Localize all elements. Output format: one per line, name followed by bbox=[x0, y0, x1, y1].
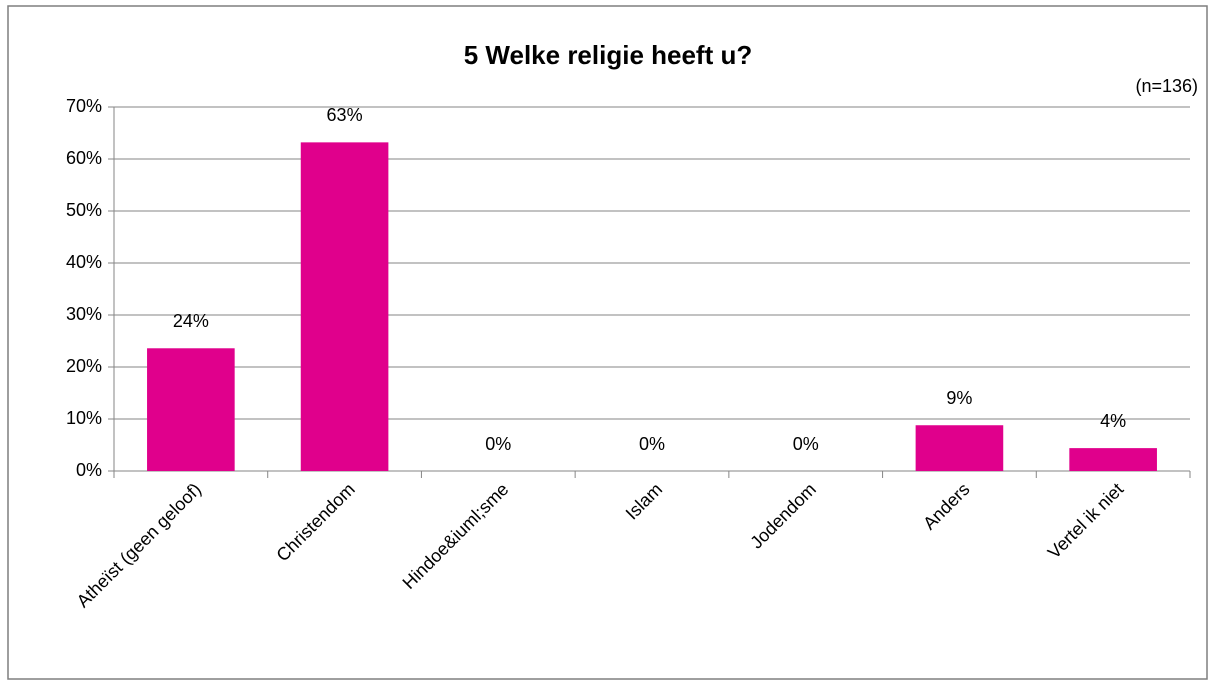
y-tick-label: 20% bbox=[66, 356, 102, 376]
y-tick-label: 70% bbox=[66, 96, 102, 116]
chart-title: 5 Welke religie heeft u? bbox=[464, 40, 753, 70]
bar bbox=[1069, 448, 1157, 471]
chart-border bbox=[7, 5, 1208, 680]
data-label: 24% bbox=[173, 311, 209, 331]
data-label: 0% bbox=[485, 434, 511, 454]
y-tick-label: 40% bbox=[66, 252, 102, 272]
data-label: 9% bbox=[946, 388, 972, 408]
bar bbox=[300, 142, 389, 472]
data-label: 0% bbox=[639, 434, 665, 454]
y-tick-label: 0% bbox=[76, 460, 102, 480]
y-tick-label: 10% bbox=[66, 408, 102, 428]
y-tick-label: 50% bbox=[66, 200, 102, 220]
y-tick-label: 60% bbox=[66, 148, 102, 168]
y-tick-label: 30% bbox=[66, 304, 102, 324]
data-label: 63% bbox=[327, 105, 363, 125]
bar bbox=[147, 348, 235, 471]
data-label: 4% bbox=[1100, 411, 1126, 431]
data-label: 0% bbox=[793, 434, 819, 454]
bar bbox=[915, 425, 1004, 471]
chart-subtitle: (n=136) bbox=[1135, 76, 1198, 96]
